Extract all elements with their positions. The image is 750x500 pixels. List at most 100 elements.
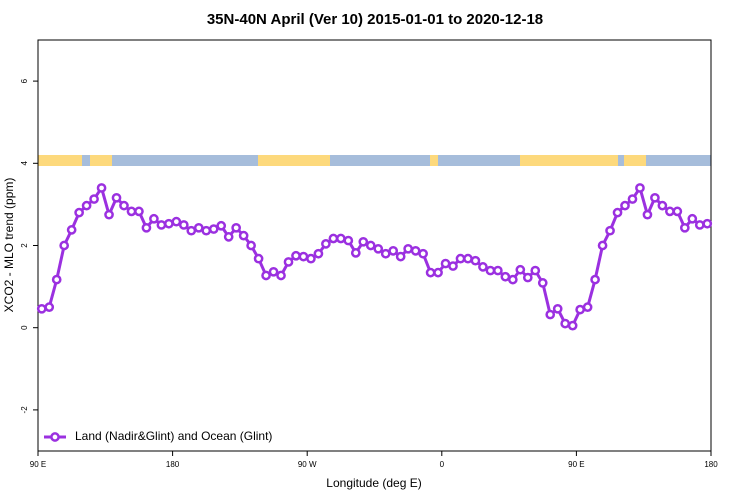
data-point — [642, 209, 653, 220]
data-point — [328, 233, 339, 244]
data-point — [395, 251, 406, 262]
data-point — [500, 271, 511, 282]
x-tick-label: 90 W — [298, 460, 317, 469]
data-point — [164, 218, 174, 229]
data-point — [126, 206, 137, 217]
legend-label: Land (Nadir&Glint) and Ocean (Glint) — [75, 429, 272, 443]
data-point — [425, 267, 436, 278]
data-point — [253, 253, 264, 264]
data-point — [89, 194, 99, 204]
data-point — [687, 213, 698, 224]
data-point — [313, 248, 324, 259]
data-point — [119, 200, 129, 211]
data-point — [111, 192, 122, 203]
data-point — [560, 318, 571, 329]
y-tick-label: 4 — [20, 161, 29, 166]
data-point — [246, 240, 256, 251]
data-point — [186, 225, 197, 236]
data-point — [493, 265, 503, 276]
data-point — [104, 209, 114, 220]
data-point — [81, 200, 92, 211]
land-band — [258, 155, 330, 166]
data-point — [485, 265, 496, 276]
data-point — [470, 255, 481, 266]
data-point — [268, 266, 279, 277]
data-point — [350, 248, 361, 258]
data-point — [283, 257, 294, 267]
data-point — [134, 206, 144, 217]
data-point — [291, 250, 301, 261]
land-band — [90, 155, 112, 166]
data-point — [216, 220, 227, 231]
y-tick-label: 0 — [20, 325, 29, 330]
data-point — [575, 304, 585, 315]
chart-title: 35N-40N April (Ver 10) 2015-01-01 to 202… — [207, 11, 543, 28]
land-band — [38, 155, 82, 166]
data-point — [530, 265, 541, 276]
x-tick-label: 180 — [704, 460, 718, 469]
data-point — [358, 236, 369, 247]
data-point — [433, 267, 443, 278]
ocean-band — [38, 155, 711, 166]
data-point — [365, 240, 376, 251]
data-point — [627, 194, 638, 204]
data-point — [679, 222, 690, 233]
x-axis-label: Longitude (deg E) — [326, 476, 421, 490]
data-point — [620, 200, 630, 211]
data-point — [597, 240, 608, 251]
data-point — [448, 261, 458, 271]
data-point — [59, 240, 70, 251]
data-point — [380, 248, 391, 259]
land-mask — [38, 155, 711, 166]
data-point — [440, 258, 451, 269]
y-tick-label: -2 — [20, 406, 29, 414]
data-point — [193, 222, 204, 233]
data-point — [36, 303, 47, 314]
data-point — [171, 216, 182, 227]
data-point — [201, 225, 212, 236]
data-point — [567, 320, 578, 331]
data-point — [650, 192, 660, 203]
data-point — [96, 183, 107, 193]
y-tick-label: 2 — [20, 243, 29, 248]
data-point — [178, 220, 189, 230]
x-tick-label: 0 — [440, 460, 445, 469]
data-point — [44, 302, 55, 312]
data-point — [336, 233, 346, 244]
data-point — [665, 206, 675, 217]
data-point — [298, 251, 309, 262]
data-point — [51, 274, 62, 285]
data-point — [582, 302, 593, 312]
data-point — [418, 248, 428, 259]
data-point — [223, 232, 234, 242]
data-point — [261, 270, 271, 281]
data-point — [590, 274, 600, 285]
data-point — [672, 206, 683, 217]
data-point — [515, 264, 526, 275]
data-point — [537, 278, 548, 288]
data-point — [635, 183, 645, 193]
data-point — [276, 270, 286, 281]
land-band — [430, 155, 438, 166]
data-point — [231, 222, 242, 233]
data-point — [343, 235, 354, 246]
data-point — [478, 262, 488, 272]
data-point — [455, 253, 466, 264]
data-point — [373, 243, 384, 254]
data-point — [321, 239, 331, 249]
data-point — [545, 309, 556, 320]
legend-marker — [50, 432, 60, 442]
data-point — [507, 274, 518, 285]
y-axis-label: XCO2 - MLO trend (ppm) — [2, 178, 16, 313]
data-point — [694, 220, 705, 230]
data-point — [149, 213, 159, 224]
data-point — [702, 218, 713, 229]
data-point — [74, 207, 84, 218]
data-point — [238, 230, 249, 241]
x-tick-label: 90 E — [30, 460, 46, 469]
data-point — [522, 272, 533, 283]
data-point — [657, 200, 668, 211]
data-point — [141, 222, 152, 233]
data-point — [463, 253, 473, 264]
